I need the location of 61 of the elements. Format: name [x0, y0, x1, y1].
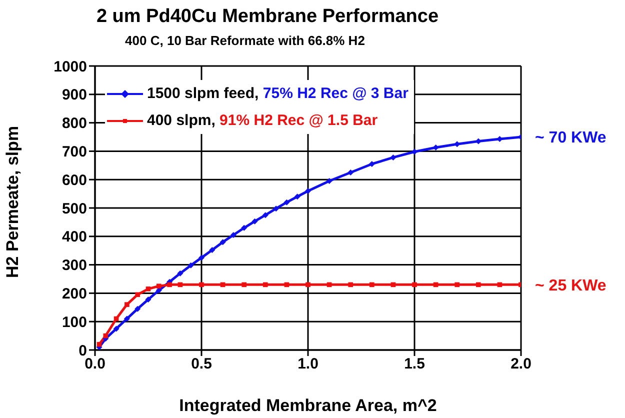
y-tick-label: 200 — [62, 286, 87, 303]
y-tick-label: 1000 — [54, 58, 87, 76]
point — [370, 282, 374, 288]
x-axis-title: Integrated Membrane Area, m^2 — [178, 396, 438, 416]
x-tick-label: 2.0 — [510, 356, 532, 373]
x-tick-label: 1.0 — [298, 356, 318, 373]
point — [390, 154, 396, 160]
y-tick-label: 700 — [62, 144, 87, 161]
point — [242, 282, 246, 288]
point — [113, 326, 120, 332]
point — [167, 282, 172, 288]
annotation: ~ 25 KWe — [535, 277, 606, 294]
point — [209, 247, 216, 254]
point — [432, 144, 439, 151]
point — [146, 286, 151, 292]
point — [476, 282, 481, 288]
point — [412, 148, 418, 155]
point — [262, 212, 268, 218]
point — [134, 306, 141, 312]
x-tick-label: 1.5 — [404, 356, 425, 373]
annotation: ~ 70 KWe — [535, 130, 606, 147]
point — [263, 282, 268, 288]
point — [198, 254, 204, 261]
point — [348, 170, 354, 176]
y-tick-label: 100 — [62, 314, 87, 331]
y-tick-label: 400 — [62, 228, 87, 246]
x-tick-label: 0.0 — [84, 356, 106, 373]
point — [135, 292, 140, 298]
point — [177, 270, 184, 276]
x-tick-label: 0.5 — [191, 356, 212, 373]
point — [284, 199, 290, 206]
y-axis-title: H2 Permeate, slpm — [3, 126, 22, 278]
point — [124, 302, 130, 307]
point — [294, 194, 300, 200]
y-tick-label: 300 — [62, 257, 87, 274]
point — [305, 188, 311, 194]
y-tick-label: 600 — [62, 172, 87, 189]
point — [188, 262, 194, 268]
legend-label: 1500 slpm feed, 75% H2 Rec @ 3 Bar — [147, 85, 408, 102]
chart-title: 2 um Pd40Cu Membrane Performance — [95, 6, 440, 28]
y-tick-label: 500 — [62, 200, 87, 218]
point — [273, 206, 280, 212]
point — [252, 218, 258, 224]
point — [145, 296, 152, 302]
point — [412, 282, 417, 288]
point — [156, 284, 162, 288]
point — [368, 160, 375, 167]
point — [230, 232, 236, 238]
point — [220, 239, 226, 246]
point — [124, 316, 130, 322]
y-tick-label: 0 — [78, 342, 87, 360]
point — [454, 282, 460, 288]
point — [199, 282, 204, 288]
point — [348, 282, 353, 288]
legend-label: 400 slpm, 91% H2 Rec @ 1.5 Bar — [147, 112, 378, 129]
point — [326, 178, 332, 184]
point — [306, 282, 310, 288]
point — [241, 224, 248, 231]
y-tick-label: 900 — [62, 86, 87, 104]
y-tick-label: 800 — [62, 115, 87, 132]
chart-subtitle: 400 C, 10 Bar Reformate with 66.8% H2 — [124, 33, 366, 48]
